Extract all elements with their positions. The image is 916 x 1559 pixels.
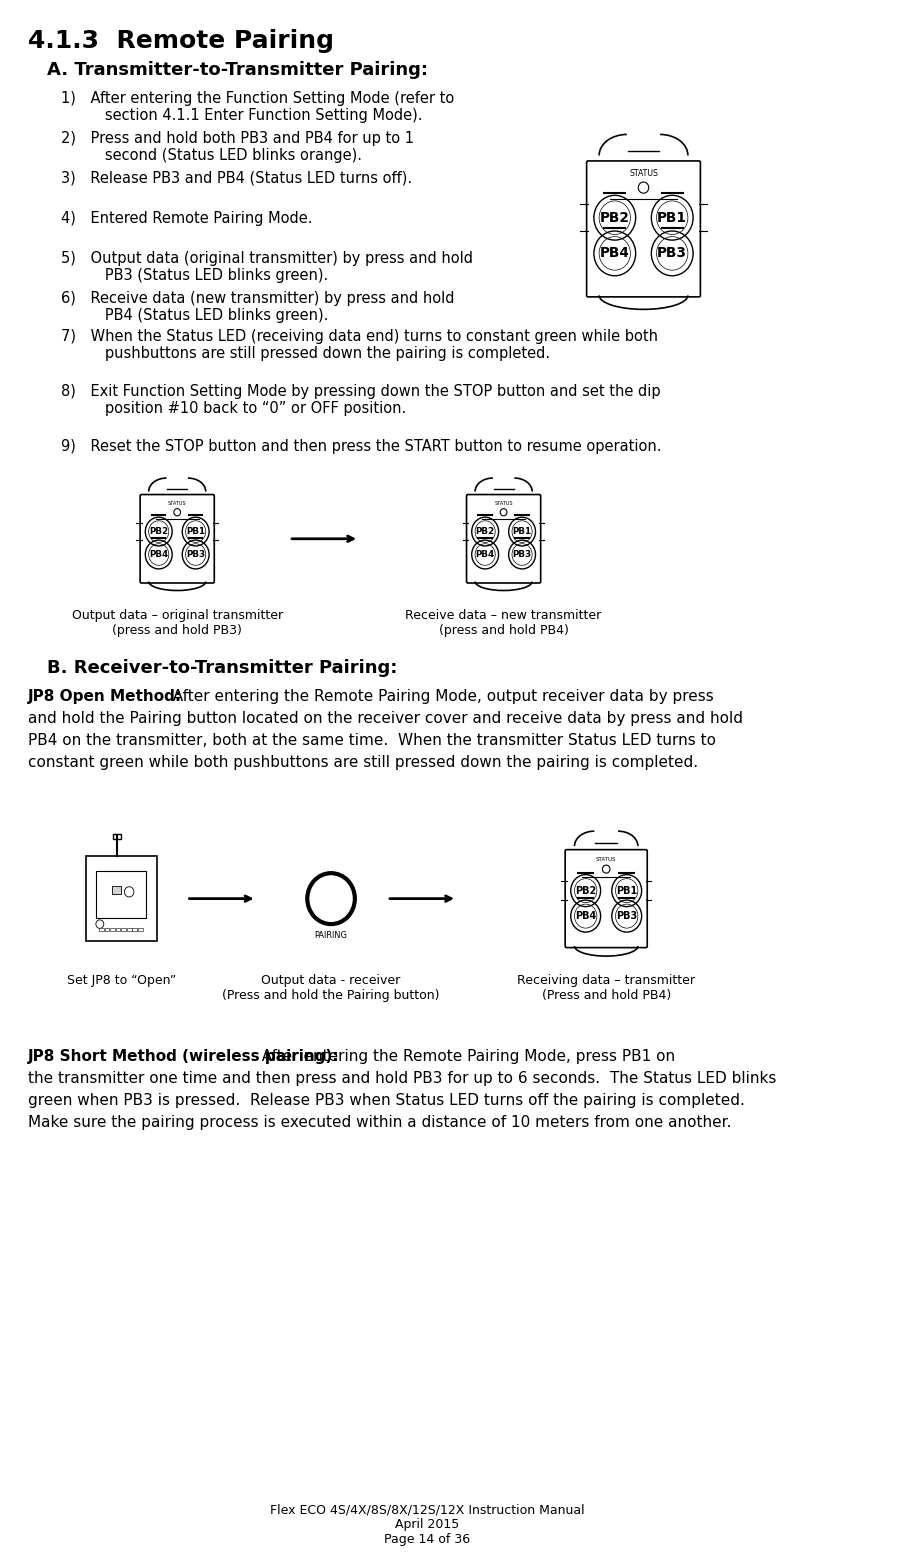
Text: the transmitter one time and then press and hold PB3 for up to 6 seconds.  The S: the transmitter one time and then press … — [28, 1071, 777, 1085]
Text: PB1: PB1 — [657, 210, 687, 224]
Text: After entering the Remote Pairing Mode, output receiver data by press: After entering the Remote Pairing Mode, … — [163, 689, 714, 703]
Text: 3) Release PB3 and PB4 (Status LED turns off).: 3) Release PB3 and PB4 (Status LED turns… — [60, 171, 412, 186]
Bar — [110, 928, 114, 931]
Text: 2) Press and hold both PB3 and PB4 for up to 1
   second (Status LED blinks oran: 2) Press and hold both PB3 and PB4 for u… — [60, 131, 414, 164]
Text: B. Receiver-to-Transmitter Pairing:: B. Receiver-to-Transmitter Pairing: — [47, 659, 397, 677]
Text: A. Transmitter-to-Transmitter Pairing:: A. Transmitter-to-Transmitter Pairing: — [47, 61, 428, 80]
Text: Receive data – new transmitter
(press and hold PB4): Receive data – new transmitter (press an… — [406, 608, 602, 636]
Text: PB2: PB2 — [600, 210, 629, 224]
Text: PB3: PB3 — [657, 246, 687, 260]
Text: PAIRING: PAIRING — [314, 931, 347, 940]
FancyBboxPatch shape — [140, 494, 214, 583]
Text: PB3: PB3 — [513, 550, 531, 560]
Bar — [96, 871, 147, 918]
Text: 4) Entered Remote Pairing Mode.: 4) Entered Remote Pairing Mode. — [60, 210, 312, 226]
Text: PB2: PB2 — [575, 886, 596, 895]
Bar — [126, 928, 132, 931]
FancyBboxPatch shape — [466, 494, 540, 583]
Text: STATUS: STATUS — [629, 168, 658, 178]
Text: 5) Output data (original transmitter) by press and hold
   PB3 (Status LED blink: 5) Output data (original transmitter) by… — [60, 251, 473, 284]
Text: 4.1.3  Remote Pairing: 4.1.3 Remote Pairing — [28, 30, 334, 53]
Text: PB3: PB3 — [616, 910, 638, 921]
Text: Make sure the pairing process is executed within a distance of 10 meters from on: Make sure the pairing process is execute… — [28, 1115, 732, 1130]
Text: PB1: PB1 — [513, 527, 531, 536]
Text: PB4: PB4 — [475, 550, 495, 560]
FancyBboxPatch shape — [586, 161, 701, 296]
Text: STATUS: STATUS — [495, 500, 513, 505]
Bar — [114, 834, 121, 839]
Bar — [138, 928, 143, 931]
Bar — [121, 928, 126, 931]
FancyBboxPatch shape — [565, 850, 648, 948]
Text: green when PB3 is pressed.  Release PB3 when Status LED turns off the pairing is: green when PB3 is pressed. Release PB3 w… — [28, 1093, 745, 1107]
Text: PB3: PB3 — [186, 550, 205, 560]
Text: Receiving data – transmitter
(Press and hold PB4): Receiving data – transmitter (Press and … — [518, 973, 695, 1001]
Text: 9) Reset the STOP button and then press the START button to resume operation.: 9) Reset the STOP button and then press … — [60, 438, 661, 454]
Bar — [99, 928, 104, 931]
Text: Flex ECO 4S/4X/8S/8X/12S/12X Instruction Manual
April 2015
Page 14 of 36: Flex ECO 4S/4X/8S/8X/12S/12X Instruction… — [270, 1503, 584, 1547]
Text: Output data – original transmitter
(press and hold PB3): Output data – original transmitter (pres… — [71, 608, 283, 636]
Text: Set JP8 to “Open”: Set JP8 to “Open” — [67, 973, 176, 987]
Text: JP8 Short Method (wireless pairing):: JP8 Short Method (wireless pairing): — [28, 1049, 340, 1063]
Bar — [132, 928, 137, 931]
Text: and hold the Pairing button located on the receiver cover and receive data by pr: and hold the Pairing button located on t… — [28, 711, 743, 725]
Bar — [104, 928, 109, 931]
Text: PB1: PB1 — [616, 886, 638, 895]
Text: STATUS: STATUS — [596, 856, 616, 862]
Bar — [115, 928, 120, 931]
Text: 7) When the Status LED (receiving data end) turns to constant green while both
 : 7) When the Status LED (receiving data e… — [60, 329, 658, 362]
Text: Output data - receiver
(Press and hold the Pairing button): Output data - receiver (Press and hold t… — [223, 973, 440, 1001]
Bar — [112, 886, 121, 895]
Bar — [85, 856, 157, 942]
Text: constant green while both pushbuttons are still pressed down the pairing is comp: constant green while both pushbuttons ar… — [28, 755, 698, 770]
Text: PB2: PB2 — [149, 527, 169, 536]
Text: PB4 on the transmitter, both at the same time.  When the transmitter Status LED : PB4 on the transmitter, both at the same… — [28, 733, 716, 748]
Text: 8) Exit Function Setting Mode by pressing down the STOP button and set the dip
 : 8) Exit Function Setting Mode by pressin… — [60, 384, 660, 416]
Text: JP8 Open Method:: JP8 Open Method: — [28, 689, 182, 703]
Text: PB4: PB4 — [575, 910, 596, 921]
Text: 1) After entering the Function Setting Mode (refer to
   section 4.1.1 Enter Fun: 1) After entering the Function Setting M… — [60, 90, 453, 123]
Text: PB4: PB4 — [149, 550, 169, 560]
Text: PB2: PB2 — [475, 527, 495, 536]
Text: STATUS: STATUS — [168, 500, 187, 505]
Text: After entering the Remote Pairing Mode, press PB1 on: After entering the Remote Pairing Mode, … — [252, 1049, 675, 1063]
Text: PB4: PB4 — [600, 246, 629, 260]
Text: 6) Receive data (new transmitter) by press and hold
   PB4 (Status LED blinks gr: 6) Receive data (new transmitter) by pre… — [60, 292, 454, 323]
Text: PB1: PB1 — [186, 527, 205, 536]
